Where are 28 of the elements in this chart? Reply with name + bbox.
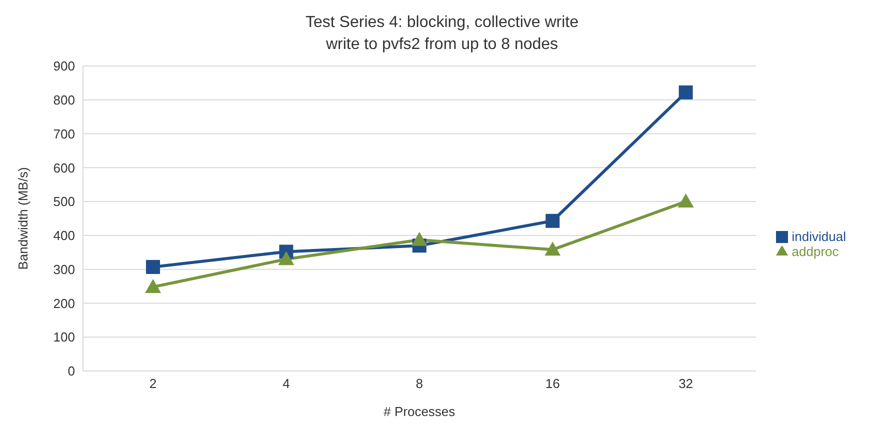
- y-axis-title: Bandwidth (MB/s): [16, 167, 31, 270]
- y-tick-label: 300: [53, 262, 75, 277]
- x-tick-label: 2: [149, 376, 157, 392]
- point: [678, 194, 694, 208]
- x-tick-label: 4: [282, 376, 290, 392]
- y-tick-label: 900: [53, 58, 75, 74]
- legend-label: individual: [792, 228, 846, 244]
- point: [411, 232, 428, 246]
- x-tick-label: 16: [545, 376, 560, 392]
- y-tick-label: 700: [53, 126, 75, 142]
- y-tick-label: 200: [53, 296, 75, 311]
- point: [146, 260, 160, 274]
- x-tick-label: 8: [416, 376, 424, 392]
- point: [546, 214, 560, 228]
- x-tick-label: 32: [678, 376, 694, 392]
- chart-title: Test Series 4: blocking, collective write write to pvfs2 from up to 8 nodes: [304, 13, 580, 55]
- point: [145, 278, 161, 293]
- y-tick-label: 100: [53, 330, 75, 345]
- y-tick-label: 500: [53, 194, 75, 210]
- point: [544, 242, 561, 256]
- y-tick-label: 600: [53, 160, 75, 176]
- legend-label: addproc: [792, 244, 839, 258]
- y-tick-label: 400: [53, 228, 75, 244]
- y-tick-label: 800: [53, 92, 75, 108]
- point: [278, 251, 294, 266]
- y-tick-label: 0: [68, 364, 75, 379]
- point: [678, 85, 693, 100]
- x-axis-title: # Processes: [384, 404, 456, 419]
